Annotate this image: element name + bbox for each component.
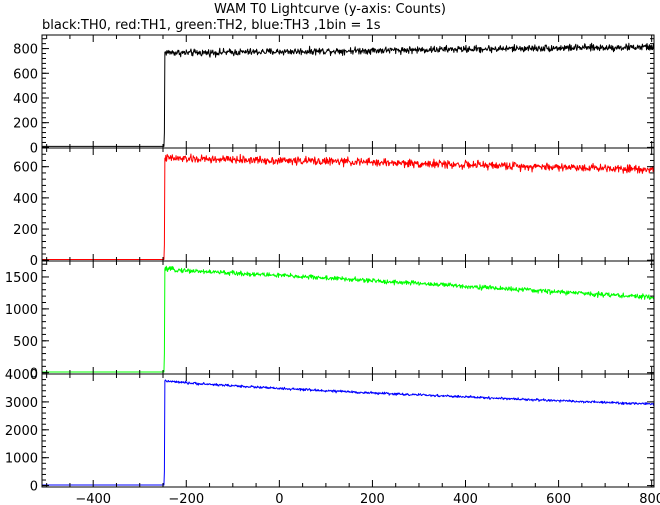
chart-subtitle: black:TH0, red:TH1, green:TH2, blue:TH3 … <box>42 18 381 33</box>
y-tick-label: 0 <box>30 254 38 269</box>
y-tick-label: 1000 <box>5 452 38 467</box>
y-tick-label: 0 <box>30 367 38 382</box>
panel-frame <box>41 373 655 488</box>
series-line-th1 <box>41 153 655 260</box>
y-tick-label: 0 <box>30 141 38 156</box>
y-tick-label: 3000 <box>5 396 38 411</box>
y-tick-label: 0 <box>30 480 38 495</box>
y-tick-label: 600 <box>13 67 38 82</box>
y-tick-label: 200 <box>13 117 38 132</box>
y-tick-label: 1500 <box>5 271 38 286</box>
y-tick-label: 600 <box>13 161 38 176</box>
y-tick-label: 500 <box>13 335 38 350</box>
series-line-th2 <box>41 265 655 373</box>
x-tick-label: −200 <box>168 492 204 505</box>
chart-title: WAM T0 Lightcurve (y-axis: Counts) <box>214 2 446 17</box>
series-line-th0 <box>41 42 655 147</box>
panel-frame <box>41 260 655 375</box>
panel-th1: 0 200 400 600 <box>13 147 655 269</box>
y-tick-label: 4000 <box>5 368 38 383</box>
y-tick-label: 400 <box>13 192 38 207</box>
y-tick-label: 1000 <box>5 303 38 318</box>
panel-frame <box>41 34 655 149</box>
panel-th0: 0 200 400 600 800 <box>13 34 655 156</box>
x-axis: −400 −200 0 200 400 600 800 <box>75 492 660 505</box>
series-line-th3 <box>41 379 655 486</box>
panel-th3: 0 1000 2000 3000 4000 <box>5 368 655 495</box>
x-tick-label: 800 <box>639 492 660 505</box>
x-tick-label: 600 <box>546 492 571 505</box>
y-tick-label: 200 <box>13 223 38 238</box>
x-tick-label: 0 <box>275 492 283 505</box>
x-tick-label: −400 <box>75 492 111 505</box>
x-tick-label: 400 <box>453 492 478 505</box>
panels-layer: 0 200 400 600 800 0 200 400 600 0 500 1000 1500 0 1000… <box>5 34 655 495</box>
y-tick-label: 400 <box>13 92 38 107</box>
y-tick-label: 800 <box>13 43 38 58</box>
panel-th2: 0 500 1000 1500 <box>5 260 655 382</box>
x-tick-label: 200 <box>360 492 385 505</box>
y-tick-label: 2000 <box>5 424 38 439</box>
